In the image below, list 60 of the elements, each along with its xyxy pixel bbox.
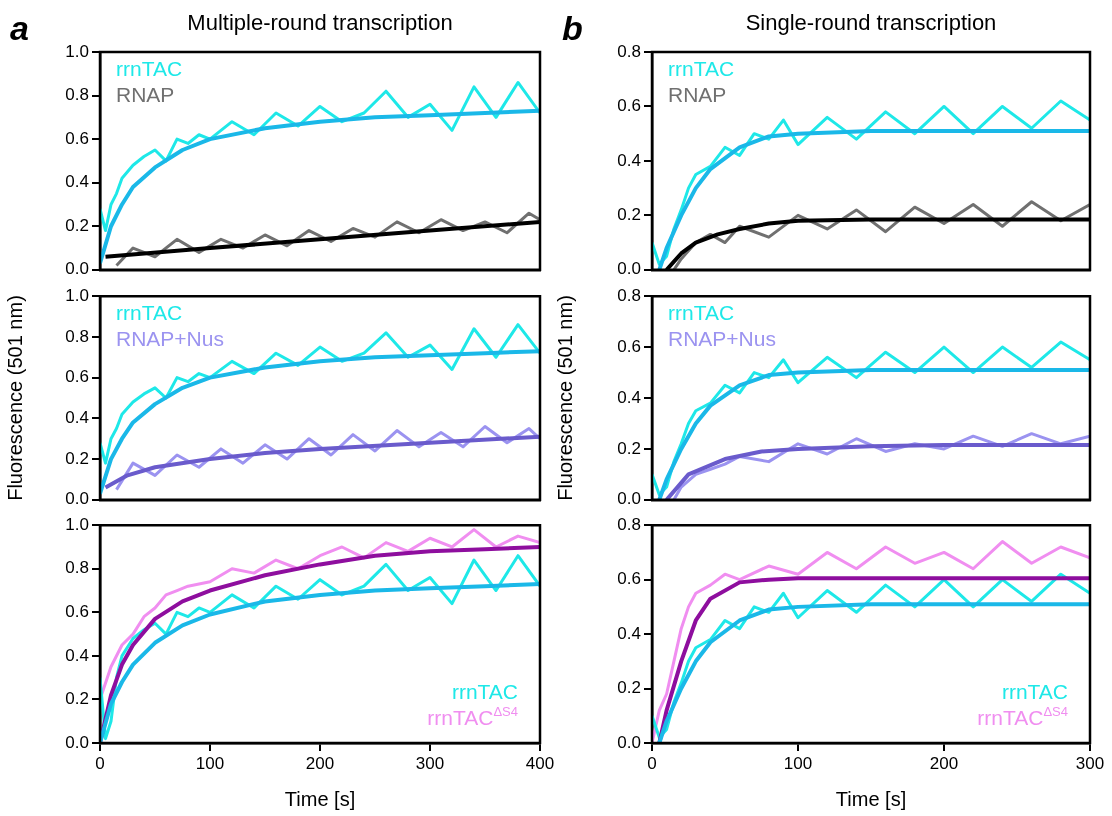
y-tick-label: 0.4 <box>617 387 641 407</box>
y-tick-label: 0.0 <box>617 732 641 752</box>
y-tick-label: 0.6 <box>65 602 89 622</box>
y-tick-label: 0.2 <box>617 205 641 225</box>
y-tick-label: 1.0 <box>65 514 89 534</box>
x-tick-label: 100 <box>783 753 813 773</box>
x-tick-label: 400 <box>525 753 555 773</box>
y-tick-label: 0.4 <box>617 150 641 170</box>
text: RNAP <box>116 83 175 106</box>
x-axis-title: Time [s] <box>284 787 356 810</box>
text: rrnTAC <box>116 301 183 325</box>
y-tick-label: 0.8 <box>617 285 641 305</box>
text: a <box>10 9 29 47</box>
y-tick-label: 0.0 <box>617 259 641 279</box>
text: rrnTAC <box>1001 680 1068 703</box>
y-tick-label: 1.0 <box>65 41 89 61</box>
x-tick-label: 200 <box>929 753 959 773</box>
y-tick-label: 0.2 <box>617 678 641 698</box>
x-tick-label: 100 <box>195 753 225 773</box>
chart-title: Multiple-round transcription <box>187 10 453 35</box>
y-tick-label: 0.4 <box>65 172 89 192</box>
text: RNAP <box>668 83 727 106</box>
y-tick-label: 0.8 <box>65 326 89 346</box>
text: b <box>562 9 583 47</box>
y-tick-label: 0.6 <box>617 96 641 116</box>
x-tick-label: 0 <box>95 753 105 773</box>
y-axis-title: Fluorescence (501 nm) <box>3 295 26 501</box>
x-tick-label: 200 <box>305 753 335 773</box>
y-tick-label: 0.8 <box>617 41 641 61</box>
y-tick-label: 0.6 <box>617 336 641 356</box>
x-axis-title: Time [s] <box>835 787 907 810</box>
y-axis-title: Fluorescence (501 nm) <box>553 295 576 501</box>
y-tick-label: 0.4 <box>65 645 89 665</box>
text: RNAP+Nus <box>116 327 224 351</box>
y-tick-label: 0.4 <box>65 408 89 428</box>
y-tick-label: 0.8 <box>65 85 89 105</box>
y-tick-label: 0.6 <box>65 128 89 148</box>
text: rrnTAC <box>668 301 735 325</box>
y-tick-label: 0.4 <box>617 623 641 643</box>
y-tick-label: 0.2 <box>617 438 641 458</box>
y-tick-label: 0.2 <box>65 689 89 709</box>
chart-title: Single-round transcription <box>745 10 997 35</box>
y-tick-label: 0.6 <box>65 367 89 387</box>
y-tick-label: 0.2 <box>65 215 89 235</box>
text: rrnTAC <box>668 57 735 80</box>
text: rrnTAC <box>451 680 518 703</box>
y-tick-label: 0.6 <box>617 569 641 589</box>
x-tick-label: 300 <box>1075 753 1105 773</box>
y-tick-label: 0.8 <box>65 558 89 578</box>
y-tick-label: 0.8 <box>617 514 641 534</box>
x-tick-label: 300 <box>415 753 445 773</box>
text: RNAP+Nus <box>668 327 776 351</box>
y-tick-label: 0.0 <box>65 732 89 752</box>
y-tick-label: 0.0 <box>65 259 89 279</box>
x-tick-label: 0 <box>647 753 657 773</box>
y-tick-label: 0.0 <box>65 489 89 509</box>
text: rrnTAC <box>116 57 183 80</box>
y-tick-label: 1.0 <box>65 285 89 305</box>
y-tick-label: 0.0 <box>617 489 641 509</box>
y-tick-label: 0.2 <box>65 448 89 468</box>
